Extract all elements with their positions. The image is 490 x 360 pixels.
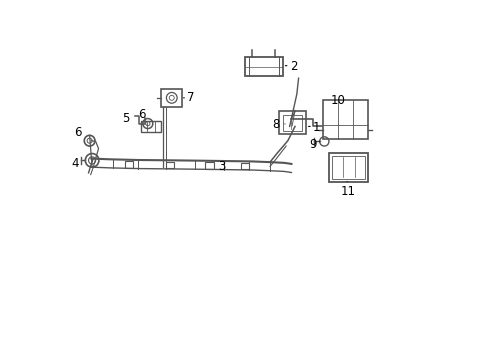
Bar bbox=[241, 163, 249, 169]
Text: 5: 5 bbox=[122, 112, 130, 125]
Text: 3: 3 bbox=[218, 160, 225, 173]
Text: 9: 9 bbox=[309, 138, 317, 151]
Text: 4: 4 bbox=[72, 157, 79, 170]
Bar bbox=[166, 162, 174, 168]
Text: 6: 6 bbox=[74, 126, 82, 139]
Text: 1: 1 bbox=[313, 121, 320, 134]
Bar bbox=[205, 162, 214, 169]
Bar bbox=[332, 156, 366, 179]
Bar bbox=[124, 161, 133, 168]
Bar bbox=[161, 89, 182, 107]
Text: 7: 7 bbox=[187, 91, 195, 104]
Bar bbox=[245, 57, 283, 76]
Bar bbox=[329, 153, 368, 182]
Bar bbox=[141, 121, 161, 132]
Text: 6: 6 bbox=[138, 108, 145, 121]
Text: 8: 8 bbox=[272, 118, 280, 131]
Text: 11: 11 bbox=[341, 185, 356, 198]
Bar bbox=[279, 111, 306, 134]
Text: 2: 2 bbox=[290, 60, 297, 73]
Bar bbox=[283, 114, 302, 131]
Bar bbox=[323, 100, 368, 139]
Text: 10: 10 bbox=[331, 94, 346, 107]
